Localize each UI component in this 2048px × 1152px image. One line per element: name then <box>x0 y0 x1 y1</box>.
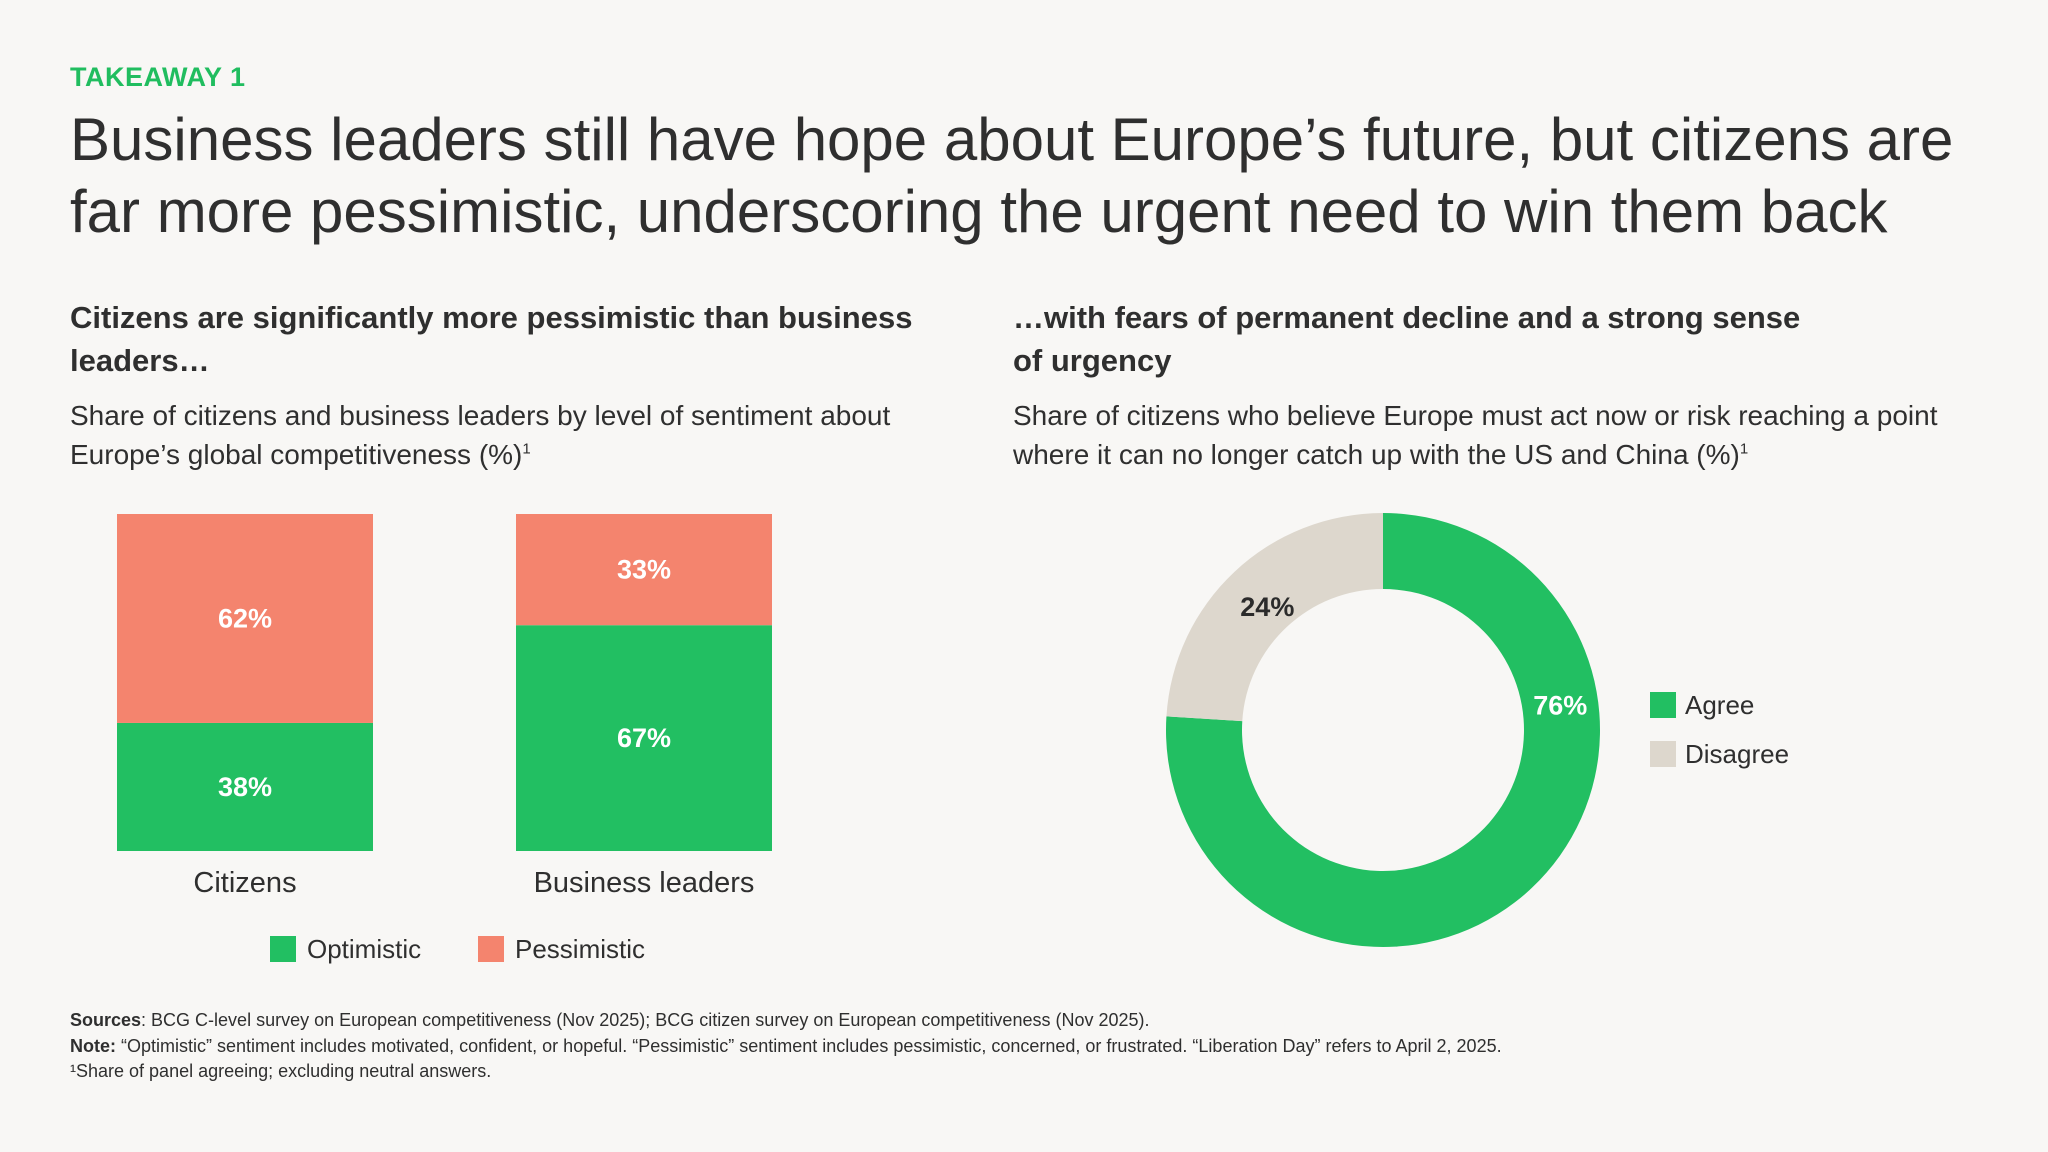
footnote-ref-left: 1 <box>522 440 531 458</box>
left-chart-description: Share of citizens and business leaders b… <box>70 396 920 474</box>
footer-notes: Sources: BCG C-level survey on European … <box>70 1008 2000 1085</box>
legend-label-disagree: Disagree <box>1685 739 1789 769</box>
bar-label-citizens-pessimistic: 62% <box>218 603 272 633</box>
sources-text: : BCG C-level survey on European competi… <box>141 1010 1150 1030</box>
donut-label-disagree: 24% <box>1240 592 1294 622</box>
right-chart-description-text: Share of citizens who believe Europe mus… <box>1013 400 1938 470</box>
sources-label: Sources <box>70 1010 142 1030</box>
legend-swatch-pessimistic <box>478 936 504 962</box>
footnote-line: ¹Share of panel agreeing; excluding neut… <box>70 1059 2000 1085</box>
bar-label-business-leaders-optimistic: 67% <box>617 723 671 753</box>
footnote-text: Share of panel agreeing; excluding neutr… <box>76 1061 492 1081</box>
note-line: Note: “Optimistic” sentiment includes mo… <box>70 1034 2000 1060</box>
right-chart-description: Share of citizens who believe Europe mus… <box>1013 396 2013 474</box>
bar-business-leaders-pessimistic <box>516 514 772 626</box>
bar-business-leaders-optimistic <box>516 625 772 851</box>
legend-swatch-optimistic <box>270 936 296 962</box>
donut-slice-disagree <box>1166 513 1383 722</box>
eyebrow-label: TAKEAWAY 1 <box>70 62 246 92</box>
left-chart-description-text: Share of citizens and business leaders b… <box>70 400 891 470</box>
donut-label-agree: 76% <box>1533 690 1587 720</box>
legend-swatch-agree <box>1650 692 1676 718</box>
left-chart-title: Citizens are significantly more pessimis… <box>70 300 913 378</box>
legend-label-pessimistic: Pessimistic <box>515 934 645 964</box>
sources-line: Sources: BCG C-level survey on European … <box>70 1008 2000 1034</box>
footnote-mark: ¹ <box>70 1061 76 1081</box>
right-chart-title: …with fears of permanent decline and a s… <box>1013 300 1801 378</box>
legend-label-agree: Agree <box>1685 690 1754 720</box>
bar-label-citizens-optimistic: 38% <box>218 772 272 802</box>
bar-label-business-leaders-pessimistic: 33% <box>617 555 671 585</box>
category-label-citizens: Citizens <box>193 867 296 899</box>
footnote-ref-right: 1 <box>1739 440 1749 458</box>
legend-swatch-disagree <box>1650 741 1676 767</box>
note-text: “Optimistic” sentiment includes motivate… <box>116 1035 1502 1056</box>
donut-slice-agree <box>1166 513 1600 947</box>
bar-citizens-optimistic <box>117 722 373 851</box>
legend-label-optimistic: Optimistic <box>307 934 421 964</box>
bar-citizens-pessimistic <box>117 514 373 723</box>
page-title: Business leaders still have hope about E… <box>70 106 1954 245</box>
category-label-business-leaders: Business leaders <box>534 867 755 899</box>
note-label: Note: <box>70 1035 116 1056</box>
